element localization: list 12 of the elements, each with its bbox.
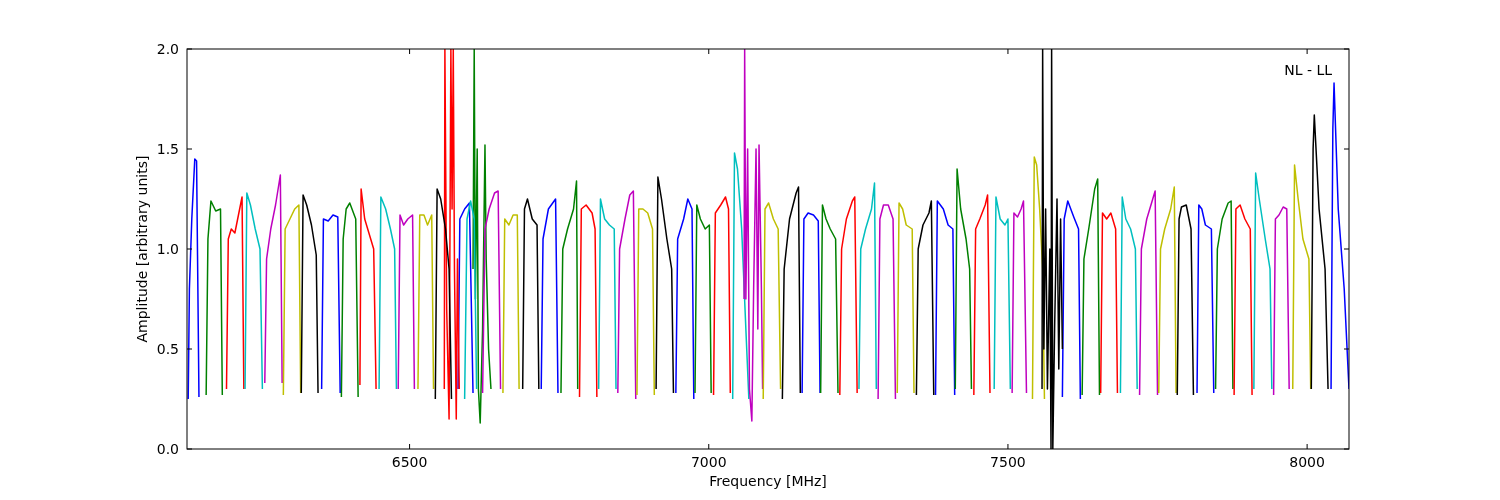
y-axis-title: Amplitude [arbitrary units] bbox=[134, 155, 150, 343]
x-tick-label: 7000 bbox=[690, 454, 727, 470]
y-tick-label: 1.0 bbox=[156, 240, 179, 257]
x-tick-label: 7500 bbox=[990, 454, 1026, 470]
annotation: NL - LL bbox=[1284, 62, 1333, 78]
y-tick-label: 2.0 bbox=[156, 40, 179, 57]
x-tick-label: 6500 bbox=[391, 454, 428, 470]
y-tick-label: 0.0 bbox=[156, 440, 179, 457]
y-tick-label: 1.5 bbox=[156, 140, 179, 157]
x-tick-label: 8000 bbox=[1289, 454, 1325, 470]
x-axis-title: Frequency [MHz] bbox=[709, 473, 827, 489]
y-tick-label: 0.5 bbox=[156, 340, 179, 357]
